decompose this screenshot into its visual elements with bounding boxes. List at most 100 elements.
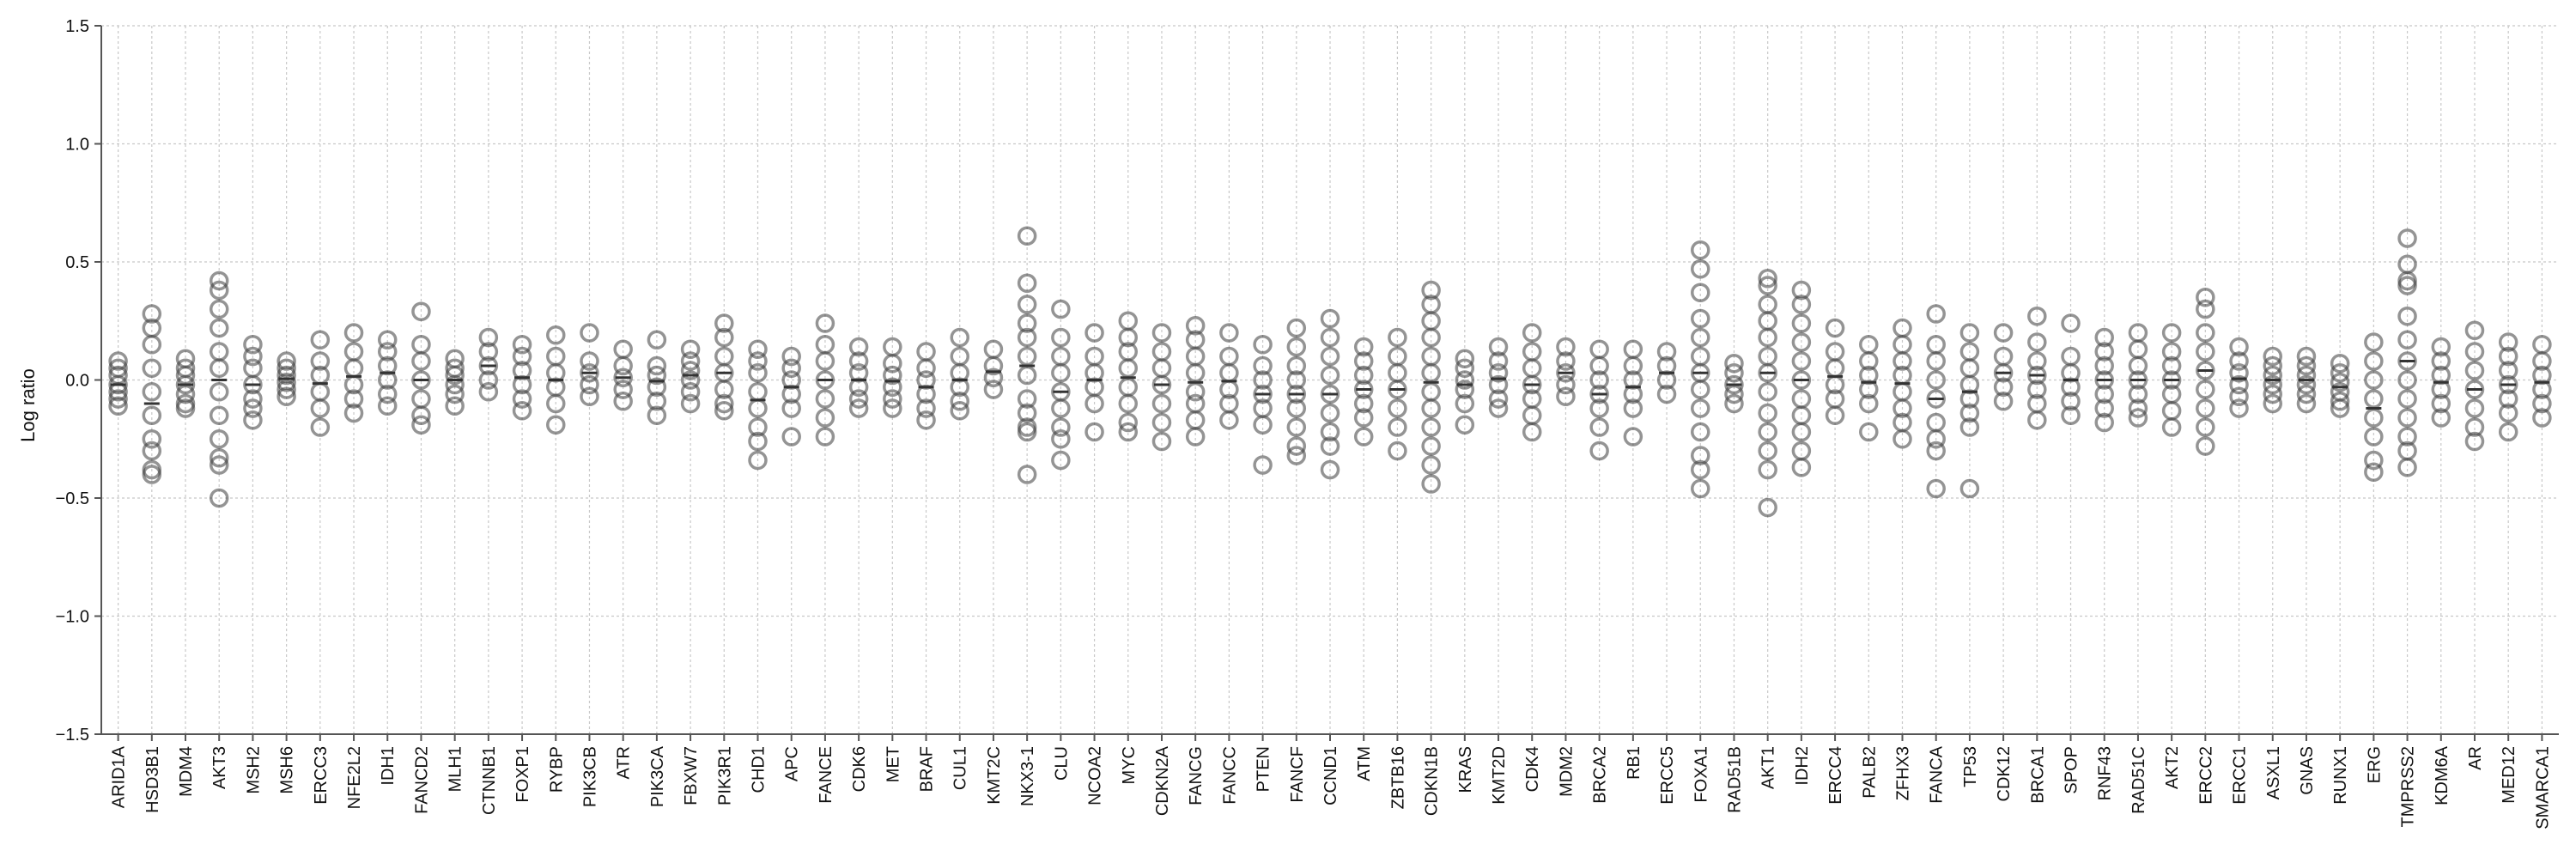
data-point — [1017, 422, 1037, 442]
data-point — [1656, 384, 1677, 404]
x-tick-label: CTNNB1 — [480, 746, 499, 815]
gene-point-group — [1859, 335, 1879, 442]
x-tick-label: CDKN1B — [1423, 746, 1442, 816]
data-point — [848, 337, 869, 357]
gene-point-group — [1993, 323, 2014, 411]
x-tick-label: MET — [884, 746, 902, 782]
data-point — [1926, 351, 1946, 371]
data-point — [1589, 417, 1609, 437]
data-point — [276, 386, 296, 406]
data-point — [546, 393, 566, 414]
data-point — [1286, 337, 1307, 357]
x-tick-label: NCOA2 — [1086, 746, 1105, 805]
data-point — [2397, 276, 2417, 295]
data-point — [815, 370, 835, 390]
data-point — [1353, 380, 1374, 399]
data-point — [478, 370, 499, 390]
data-point — [1320, 365, 1340, 386]
data-point — [1791, 295, 1812, 314]
data-point — [1388, 327, 1407, 348]
x-tick-label: PIK3R1 — [715, 746, 734, 805]
data-point — [580, 386, 599, 406]
gene-point-group — [1488, 337, 1509, 418]
x-tick-label: MSH6 — [278, 746, 297, 794]
data-point — [1455, 380, 1475, 399]
data-point — [2196, 436, 2215, 456]
x-tick-label: MDM4 — [177, 746, 196, 797]
gene-point-group — [1926, 304, 1946, 499]
gene-point-group — [2061, 313, 2081, 425]
x-tick-label: ERCC2 — [2196, 746, 2215, 805]
x-tick-label: FBXW7 — [682, 746, 701, 805]
data-point — [1320, 422, 1340, 442]
x-tick-label: NFE2L2 — [345, 746, 364, 809]
data-point — [1893, 351, 1912, 371]
data-point — [1051, 417, 1071, 437]
y-tick-label: 0.0 — [65, 372, 89, 391]
data-point — [2498, 346, 2518, 367]
x-tick-label: RUNX1 — [2331, 746, 2350, 805]
data-point — [209, 382, 229, 402]
x-tick-label: KRAS — [1456, 746, 1475, 793]
data-point — [1353, 351, 1374, 371]
data-point — [1151, 412, 1172, 433]
data-point — [1017, 465, 1037, 484]
data-point — [1623, 356, 1643, 376]
data-point — [1959, 403, 1980, 423]
data-point — [1859, 351, 1879, 371]
x-tick-label: AR — [2466, 746, 2485, 770]
data-point — [1959, 417, 1980, 437]
data-point — [1488, 374, 1509, 395]
data-point — [1353, 365, 1374, 386]
gene-point-group — [1151, 323, 1172, 452]
data-point — [2464, 342, 2485, 362]
data-point — [1320, 459, 1340, 480]
data-point — [2161, 417, 2182, 437]
data-point — [2364, 462, 2384, 482]
data-point — [1488, 351, 1509, 371]
data-point — [1388, 380, 1407, 399]
data-point — [1253, 415, 1273, 435]
data-point — [1893, 335, 1912, 355]
gene-point-group — [2330, 354, 2350, 418]
data-point — [1758, 327, 1777, 348]
gene-point-group — [108, 351, 128, 416]
data-point — [613, 339, 633, 359]
gene-point-group — [1589, 339, 1609, 461]
gene-point-group — [613, 339, 633, 411]
data-point — [1959, 478, 1980, 499]
data-point — [2330, 398, 2350, 418]
data-point — [478, 382, 499, 402]
gene-point-group — [916, 342, 936, 430]
data-point — [2196, 361, 2215, 380]
data-point — [2296, 374, 2317, 395]
x-tick-label: ERCC1 — [2231, 746, 2250, 805]
data-point — [580, 374, 599, 395]
data-point — [343, 323, 364, 343]
gene-point-group — [580, 323, 599, 406]
data-point — [1151, 431, 1172, 452]
data-point — [1320, 403, 1340, 423]
data-point — [209, 299, 229, 319]
data-point — [1421, 474, 1441, 494]
x-tick-label: IDH1 — [379, 746, 398, 786]
data-point — [2397, 427, 2417, 447]
data-point — [2498, 374, 2518, 395]
data-point — [1118, 327, 1139, 348]
data-point — [1691, 422, 1710, 442]
data-point — [2061, 405, 2081, 425]
data-point — [2229, 363, 2249, 383]
gene-point-group — [1623, 339, 1643, 447]
x-tick-label: ERCC3 — [312, 746, 331, 805]
data-point — [916, 358, 936, 378]
data-point — [1253, 370, 1273, 390]
data-point — [108, 389, 128, 409]
data-point — [714, 327, 734, 348]
data-point — [1556, 374, 1576, 395]
data-point — [1320, 436, 1340, 456]
data-point — [883, 389, 902, 409]
data-point — [478, 342, 499, 362]
data-point — [108, 374, 128, 395]
x-tick-label: FANCD2 — [412, 746, 431, 814]
